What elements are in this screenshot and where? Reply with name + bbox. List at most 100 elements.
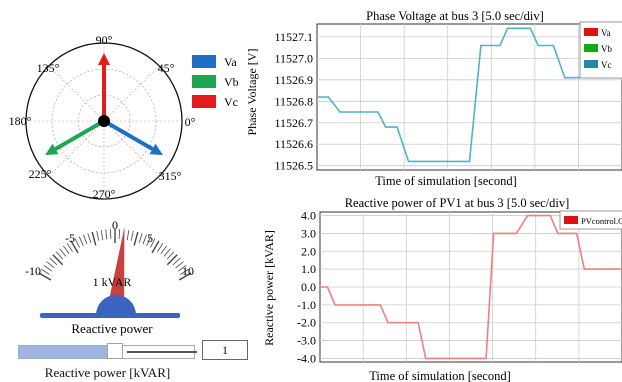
gauge-tick [118,229,120,240]
angle-label-90: 90° [96,33,113,47]
gauge-tick [166,251,175,260]
gauge-tick [62,245,70,255]
gauge-tick [38,272,52,281]
chart1-legend-swatch-va [584,28,598,36]
gauge-title: Reactive power [71,321,153,336]
chart2-legend-swatch-q [564,216,578,224]
gauge-tick [40,268,50,275]
gauge-tick [180,268,190,275]
gauge-tick [163,248,171,257]
gauge-tick [151,240,160,254]
polar-spoke [103,65,160,122]
reactive-power-slider-control: 1 Reactive power [kVAR] [15,338,255,382]
chart1-xlabel: Time of simulation [second] [375,174,517,188]
polar-spoke [48,65,105,122]
chart1-legend-label-vc: Vc [601,60,612,70]
angle-label-135: 135° [37,61,60,75]
slider-rail [127,351,197,353]
gauge-tick-label-minus5: -5 [65,231,75,245]
reactive-power-value-field[interactable]: 1 [202,340,248,360]
polar-spoke [48,120,105,177]
gauge-tick [100,230,104,241]
gauge-tick [96,230,100,241]
chart1-legend-label-vb: Vb [601,44,612,54]
gauge-tick [110,229,112,240]
slider-fill [19,346,116,358]
y-tick-label: -4.0 [297,351,316,365]
legend-label-vb: Vb [224,75,239,89]
angle-label-45: 45° [158,61,175,75]
gauge-tick [142,234,147,245]
phasor-vector-vc [98,53,110,121]
y-tick-label: 11526.6 [274,137,313,151]
gauge-tick [52,254,64,266]
gauge-readout: 1 kVAR [93,275,132,289]
gauge-tick [66,242,73,252]
chart2-xlabel: Time of simulation [second] [369,369,511,382]
y-tick-label: 11527.1 [274,30,313,44]
y-tick-label: 11526.8 [274,94,313,108]
gauge-tick [157,242,164,252]
angle-label-315: 315° [159,169,182,183]
gauge-tick [59,248,67,257]
gauge-tick [105,229,108,240]
gauge-tick [133,231,139,246]
chart2-legend-box [559,210,622,230]
y-tick-label: -1.0 [297,298,316,312]
series-line [320,214,622,360]
gauge-tick [178,272,192,281]
y-tick-label: 11526.7 [274,116,313,130]
y-tick-label: 11526.5 [274,159,313,173]
legend-swatch-vb [192,75,216,88]
gauge-tick [130,230,134,241]
gauge-tick [138,233,143,243]
y-tick-label: -2.0 [297,316,316,330]
gauge-tick [78,236,84,246]
angle-label-270: 270° [93,187,116,200]
gauge-tick [150,238,156,248]
reactive-power-chart: Reactive power of PV1 at bus 3 [5.0 sec/… [262,196,622,382]
gauge-tick [160,245,168,255]
angle-label-180: 180° [9,114,32,128]
legend-swatch-va [192,55,216,68]
gauge-tick [55,251,64,260]
gauge-tick [74,238,80,248]
slider-label: Reactive power [kVAR] [44,365,171,380]
gauge-tick [43,264,53,272]
chart1-title: Phase Voltage at bus 3 [5.0 sec/div] [366,9,544,23]
legend-swatch-vc [192,95,216,108]
gauge-tick [70,240,79,254]
y-tick-label: 3.0 [301,226,316,240]
angle-label-225: 225° [29,167,52,181]
gauge-tick [146,236,152,246]
gauge-tick [83,234,88,245]
gauge-tick-label-10: 10 [182,264,194,278]
gauge-tick [177,264,187,272]
chart1-ylabel: Phase Voltage [V] [245,49,259,136]
plot-area [316,23,622,171]
chart1-legend-swatch-vb [584,44,598,52]
y-tick-label: 11527.0 [274,51,313,65]
y-tick-label: 1.0 [301,262,316,276]
gauge-tick [126,230,130,241]
y-tick-label: 2.0 [301,244,316,258]
gauge-needle [106,227,125,316]
phasor-diagram: 90° 45° 0° 315° 270° 225° 180° 135° Va V… [9,33,239,200]
chart2-legend-label-q: PVcontrol.Q [581,216,622,226]
y-tick-label: 11526.9 [274,73,313,87]
phase-voltage-chart: Phase Voltage at bus 3 [5.0 sec/div] Pha… [245,9,622,188]
gauge-tick [49,257,58,266]
chart2-ylabel: Reactive power [kVAR] [262,230,276,346]
gauge-tick [87,233,92,243]
gauge-tick-label-minus10: -10 [25,264,41,278]
chart1-legend-swatch-vc [584,60,598,68]
slider-track[interactable] [18,345,195,359]
reactive-power-gauge: -10 -5 0 5 10 1 kVAR Reactive power [25,218,194,336]
gauge-tick [91,231,97,246]
y-tick-label: 4.0 [301,209,316,223]
chart1-legend-label-va: Va [601,28,611,38]
angle-label-0: 0° [185,115,196,129]
phasor-vector-vb [45,119,105,155]
phasor-origin [98,115,110,127]
slider-thumb[interactable] [107,343,124,359]
